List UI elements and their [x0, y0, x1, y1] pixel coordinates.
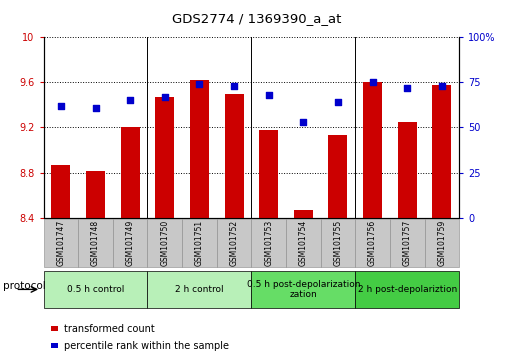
Point [126, 97, 134, 103]
Point [91, 105, 100, 110]
Bar [51, 165, 70, 218]
Point [403, 85, 411, 91]
Text: 0.5 h post-depolarization
zation: 0.5 h post-depolarization zation [247, 280, 360, 299]
Text: percentile rank within the sample: percentile rank within the sample [64, 341, 229, 350]
Bar [398, 122, 417, 218]
Text: transformed count: transformed count [64, 324, 155, 333]
Bar [121, 127, 140, 218]
Bar [363, 82, 382, 218]
Point [299, 119, 307, 125]
Text: GSM101752: GSM101752 [229, 220, 239, 267]
Bar [86, 171, 105, 218]
Point [161, 94, 169, 99]
Text: GSM101754: GSM101754 [299, 220, 308, 267]
Point [368, 80, 377, 85]
Text: GSM101748: GSM101748 [91, 220, 100, 267]
Point [195, 81, 204, 87]
Text: GSM101757: GSM101757 [403, 220, 412, 267]
Text: GSM101756: GSM101756 [368, 220, 377, 267]
Bar [259, 130, 278, 218]
Bar [225, 93, 244, 218]
Text: protocol: protocol [3, 281, 45, 291]
Text: GSM101755: GSM101755 [333, 220, 343, 267]
Bar [328, 135, 347, 218]
Bar [190, 80, 209, 218]
Text: GSM101749: GSM101749 [126, 220, 135, 267]
Text: 2 h post-depolariztion: 2 h post-depolariztion [358, 285, 457, 294]
Text: GSM101747: GSM101747 [56, 220, 66, 267]
Text: 2 h control: 2 h control [175, 285, 224, 294]
Point [230, 83, 238, 89]
Point [334, 99, 342, 105]
Bar [432, 85, 451, 218]
Text: GDS2774 / 1369390_a_at: GDS2774 / 1369390_a_at [172, 12, 341, 25]
Text: GSM101759: GSM101759 [437, 220, 446, 267]
Text: GSM101753: GSM101753 [264, 220, 273, 267]
Text: GSM101751: GSM101751 [195, 220, 204, 267]
Text: GSM101750: GSM101750 [160, 220, 169, 267]
Bar [155, 97, 174, 218]
Bar [294, 210, 313, 218]
Point [57, 103, 65, 109]
Point [438, 83, 446, 89]
Point [265, 92, 273, 98]
Text: 0.5 h control: 0.5 h control [67, 285, 124, 294]
